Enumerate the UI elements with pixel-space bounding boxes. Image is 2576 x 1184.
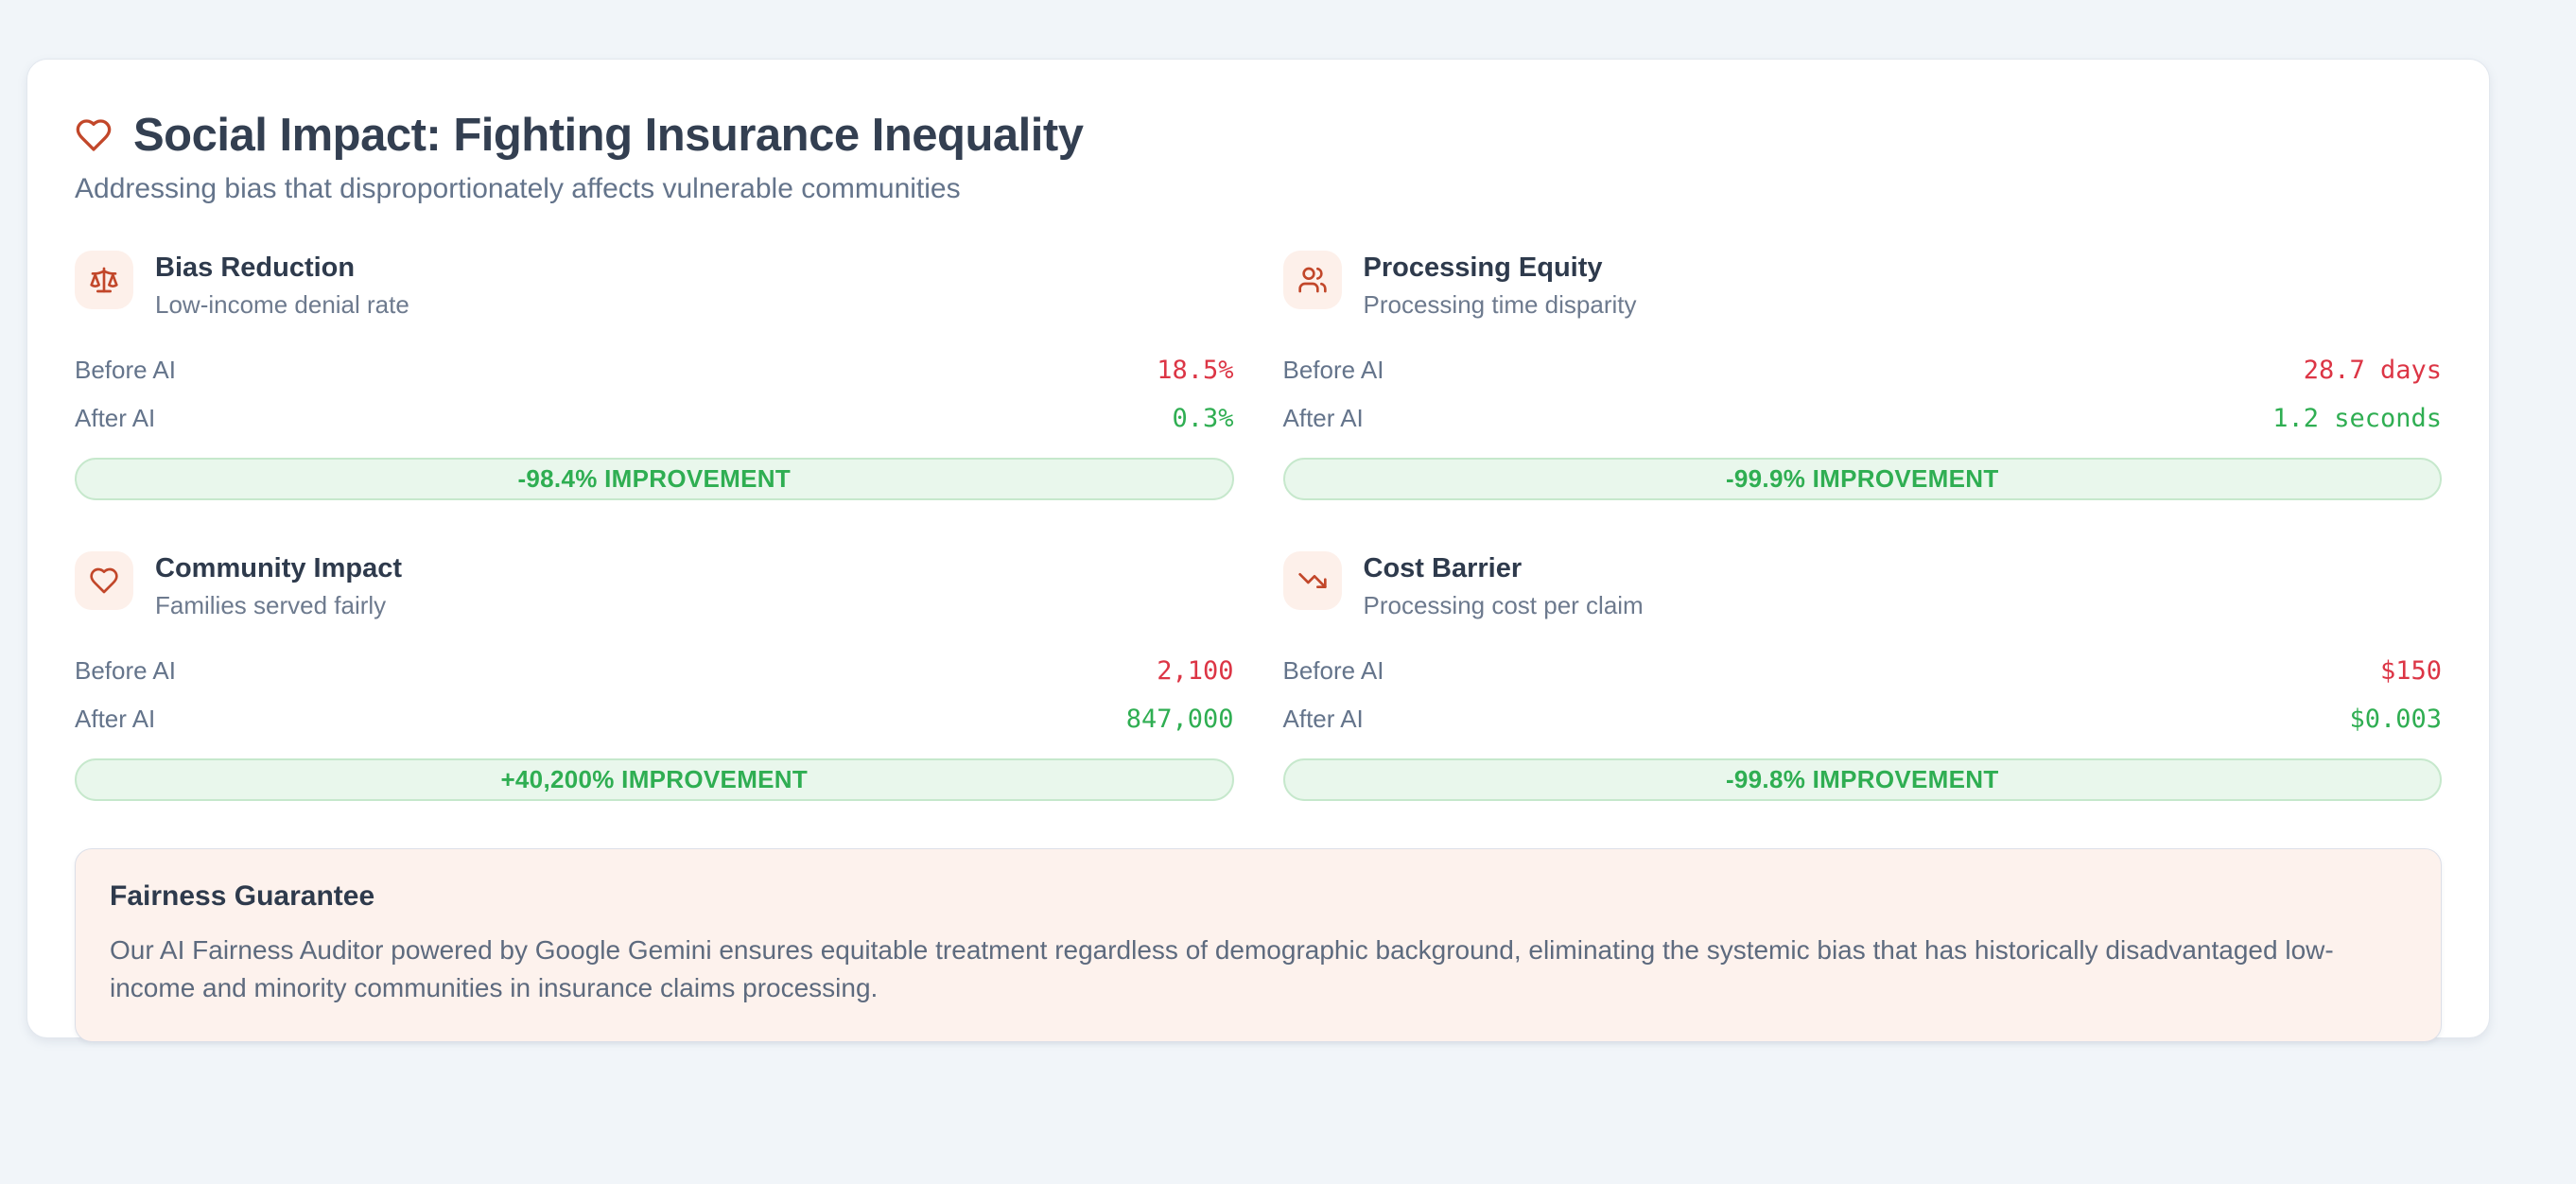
before-ai-row: Before AI 2,100 <box>75 656 1234 686</box>
metric-title: Bias Reduction <box>155 252 356 283</box>
after-ai-label: After AI <box>1282 705 1364 733</box>
metric-header: Bias Reduction Low-income denial rate <box>75 251 1234 320</box>
improvement-badge: -99.8% IMPROVEMENT <box>1282 758 2442 801</box>
metric-card-bias-reduction: Bias Reduction Low-income denial rate Be… <box>75 251 1234 500</box>
improvement-badge: -98.4% IMPROVEMENT <box>75 458 1234 500</box>
scale-icon <box>75 251 133 309</box>
before-ai-row: Before AI 18.5% <box>75 356 1234 385</box>
metric-title: Processing Equity <box>1363 252 1603 283</box>
metric-header: Cost Barrier Processing cost per claim <box>1282 551 2443 620</box>
after-ai-row: After AI 847,000 <box>75 705 1234 734</box>
metric-title: Cost Barrier <box>1363 553 1523 583</box>
metric-titles: Bias Reduction Low-income denial rate <box>155 251 409 320</box>
before-ai-label: Before AI <box>1282 356 1384 384</box>
heart-icon <box>76 119 112 151</box>
fairness-guarantee-panel: Fairness Guarantee Our AI Fairness Audit… <box>75 848 2442 1042</box>
card-header: Social Impact: Fighting Insurance Inequa… <box>75 109 2442 162</box>
after-ai-value: 1.2 seconds <box>2272 404 2442 433</box>
after-ai-row: After AI $0.003 <box>1283 705 2443 734</box>
metric-subtitle: Families served fairly <box>155 591 387 619</box>
metric-header: Community Impact Families served fairly <box>75 551 1234 620</box>
metric-card-cost-barrier: Cost Barrier Processing cost per claim B… <box>1282 551 2443 801</box>
metric-subtitle: Low-income denial rate <box>155 290 409 319</box>
users-icon <box>1282 251 1342 309</box>
metric-titles: Community Impact Families served fairly <box>155 551 402 620</box>
before-ai-row: Before AI 28.7 days <box>1283 356 2443 385</box>
heart-icon <box>75 551 133 610</box>
after-ai-value: $0.003 <box>2349 705 2442 734</box>
after-ai-value: 0.3% <box>1172 404 1234 433</box>
after-ai-label: After AI <box>75 705 156 733</box>
before-ai-row: Before AI $150 <box>1283 656 2443 686</box>
trending-down-icon <box>1282 551 1342 610</box>
before-ai-value: 28.7 days <box>2303 356 2442 385</box>
metric-subtitle: Processing cost per claim <box>1363 591 1644 619</box>
improvement-badge: +40,200% IMPROVEMENT <box>75 758 1234 801</box>
after-ai-row: After AI 1.2 seconds <box>1283 404 2443 433</box>
after-ai-label: After AI <box>75 404 156 432</box>
metric-card-processing-equity: Processing Equity Processing time dispar… <box>1282 251 2443 500</box>
after-ai-row: After AI 0.3% <box>75 404 1234 433</box>
metric-titles: Processing Equity Processing time dispar… <box>1364 251 1637 320</box>
metric-header: Processing Equity Processing time dispar… <box>1282 251 2443 320</box>
metrics-grid: Bias Reduction Low-income denial rate Be… <box>75 251 2442 801</box>
fairness-title: Fairness Guarantee <box>110 880 375 912</box>
before-ai-value: 18.5% <box>1157 356 1234 385</box>
before-ai-label: Before AI <box>75 356 176 384</box>
fairness-body: Our AI Fairness Auditor powered by Googl… <box>110 935 2334 1002</box>
metric-subtitle: Processing time disparity <box>1363 290 1637 319</box>
after-ai-value: 847,000 <box>1125 705 1234 734</box>
before-ai-value: 2,100 <box>1157 656 1234 686</box>
metric-titles: Cost Barrier Processing cost per claim <box>1364 551 1644 620</box>
improvement-badge: -99.9% IMPROVEMENT <box>1282 458 2442 500</box>
after-ai-label: After AI <box>1282 404 1364 432</box>
before-ai-label: Before AI <box>1282 656 1384 685</box>
metric-title: Community Impact <box>155 553 403 583</box>
before-ai-value: $150 <box>2379 656 2442 686</box>
before-ai-label: Before AI <box>75 656 176 685</box>
page-subtitle: Addressing bias that disproportionately … <box>75 173 961 204</box>
metric-card-community-impact: Community Impact Families served fairly … <box>75 551 1234 801</box>
social-impact-card: Social Impact: Fighting Insurance Inequa… <box>26 59 2490 1042</box>
page-title: Social Impact: Fighting Insurance Inequa… <box>133 110 1084 161</box>
